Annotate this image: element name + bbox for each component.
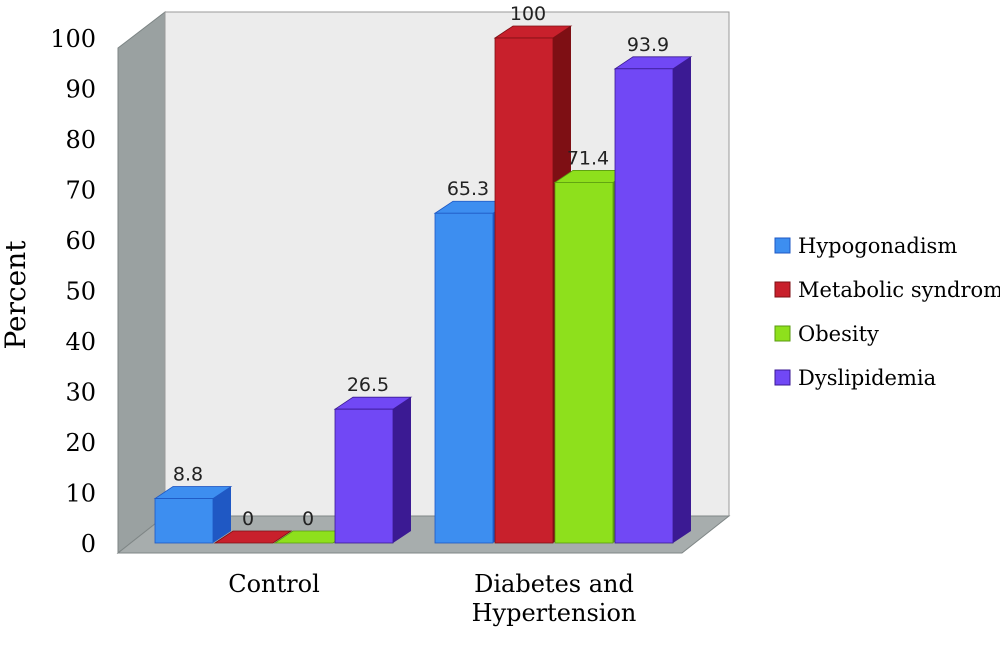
data-label: 65.3 <box>447 178 489 200</box>
legend-label: Hypogonadism <box>798 234 957 258</box>
bar-dyslipidemia: 93.9 <box>613 34 693 544</box>
y-tick-label: 50 <box>65 278 96 306</box>
bar-side <box>213 486 231 543</box>
legend-label: Dyslipidemia <box>798 366 936 390</box>
bar-dyslipidemia: 26.5 <box>333 374 413 544</box>
y-tick-label: 70 <box>65 177 96 205</box>
bar-hypogonadism: 8.8 <box>153 464 233 544</box>
legend-label: Metabolic syndrome <box>798 278 1000 302</box>
data-label: 26.5 <box>347 374 389 396</box>
data-label: 0 <box>242 508 254 530</box>
y-tick-label: 100 <box>50 25 96 53</box>
bar-front <box>154 498 214 544</box>
data-label: 8.8 <box>173 464 203 486</box>
y-tick-label: 60 <box>65 227 96 255</box>
legend-item: Metabolic syndrome <box>774 278 1000 302</box>
legend-swatch <box>774 237 791 254</box>
data-label: 0 <box>302 508 314 530</box>
bar-side <box>673 56 691 544</box>
category-label: Control <box>228 570 320 598</box>
category-label: Diabetes and <box>474 570 634 598</box>
data-label: 71.4 <box>567 147 609 169</box>
y-tick-label: 90 <box>65 76 96 104</box>
legend: Hypogonadism Metabolic syndrome Obesity Dys… <box>774 234 1000 390</box>
bar-side <box>393 397 411 543</box>
bar-obesity: 0 <box>273 508 353 544</box>
legend-swatch <box>774 281 791 298</box>
legend-swatch <box>774 369 791 386</box>
legend-label: Obesity <box>798 322 879 346</box>
bar-front <box>334 408 394 544</box>
legend-item: Hypogonadism <box>774 234 957 258</box>
y-tick-label: 20 <box>65 429 96 457</box>
side-wall <box>117 10 166 555</box>
y-tick-label: 40 <box>65 328 96 356</box>
legend-swatch <box>774 325 791 342</box>
y-tick-label: 10 <box>65 480 96 508</box>
bar-front <box>614 68 674 544</box>
y-axis-ticks: 0 10 20 30 40 50 60 70 80 90 100 <box>50 25 96 558</box>
bars: 8.8 0 0 26.5 65.3 100 71.4 93.9 <box>153 3 693 544</box>
legend-item: Dyslipidemia <box>774 366 936 390</box>
bar-front <box>554 182 614 544</box>
legend-item: Obesity <box>774 322 879 346</box>
category-label: Hypertension <box>472 599 637 627</box>
y-tick-label: 30 <box>65 379 96 407</box>
data-label: 100 <box>510 3 546 25</box>
y-tick-label: 80 <box>65 126 96 154</box>
bar-metabolic-syndrome: 0 <box>213 508 293 544</box>
bar-front <box>494 37 554 544</box>
y-axis-label: Percent <box>0 240 32 350</box>
bar-front <box>434 212 494 544</box>
bar-top <box>213 530 293 544</box>
y-tick-label: 0 <box>81 530 96 558</box>
data-label: 93.9 <box>627 34 669 56</box>
